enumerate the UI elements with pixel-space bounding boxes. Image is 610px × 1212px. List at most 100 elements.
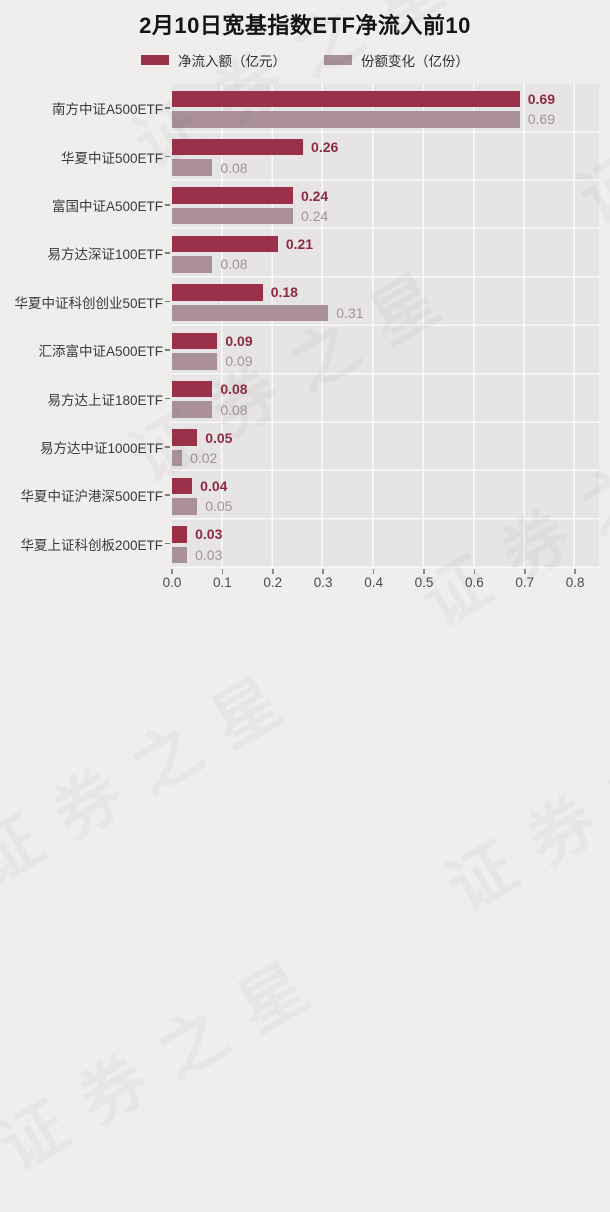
net-inflow-value-label: 0.21	[285, 235, 314, 252]
category-row: 汇添富中证A500ETF 0.09 0.09	[0, 326, 610, 374]
share-change-value-label: 0.08	[220, 401, 248, 418]
x-axis-tick-mark	[423, 569, 425, 574]
share-change-value-label: 0.24	[300, 208, 329, 225]
category-label: 华夏中证沪港深500ETF	[20, 489, 163, 505]
net-inflow-value-label: 0.04	[200, 477, 228, 494]
x-axis-tick-label: 0.0	[162, 575, 182, 590]
share-change-swatch-icon	[324, 55, 352, 65]
watermark-text: 证券之星	[0, 936, 343, 1185]
x-axis-tick-mark	[221, 569, 224, 574]
legend-label-share-change: 份额变化（亿份）	[361, 54, 469, 69]
category-label: 易方达上证180ETF	[47, 392, 163, 408]
x-axis-tick-mark	[473, 569, 476, 574]
net-inflow-bar	[172, 90, 520, 107]
legend-item-net-inflow: 净流入额（亿元）	[141, 50, 286, 70]
category-tick-mark	[165, 204, 170, 206]
share-change-bar	[172, 449, 183, 467]
category-tick-mark	[165, 349, 170, 351]
x-axis-tick-label: 0.3	[313, 575, 333, 590]
share-change-value-label: 0.08	[220, 159, 248, 176]
share-change-value-label: 0.31	[336, 304, 364, 321]
share-change-bar	[172, 353, 218, 370]
net-inflow-bar	[172, 477, 193, 495]
net-inflow-bar	[172, 187, 293, 204]
share-change-value-label: 0.09	[225, 353, 253, 370]
x-axis-tick-label: 0.1	[213, 575, 232, 590]
net-inflow-bar	[172, 235, 278, 253]
share-change-bar	[172, 256, 213, 273]
category-tick-mark	[165, 252, 170, 255]
share-change-bar	[172, 498, 198, 515]
net-inflow-value-label: 0.08	[220, 381, 248, 398]
category-tick-mark	[165, 397, 170, 400]
category-row: 易方达深证100ETF 0.21 0.08	[0, 229, 610, 277]
net-inflow-value-label: 0.03	[195, 526, 223, 543]
net-inflow-value-label: 0.09	[225, 332, 253, 349]
x-axis-tick-mark	[574, 569, 576, 574]
category-tick-mark	[165, 446, 170, 448]
category-label: 华夏中证科创创业50ETF	[14, 295, 163, 311]
x-axis-tick-mark	[322, 569, 324, 574]
category-label: 华夏上证科创板200ETF	[20, 537, 163, 553]
category-label: 南方中证A500ETF	[51, 102, 163, 118]
legend-label-net-inflow: 净流入额（亿元）	[178, 54, 286, 69]
share-change-value-label: 0.02	[190, 450, 218, 467]
page-title: 2月10日宽基指数ETF净流入前10	[139, 13, 471, 38]
watermark-text: 证券之星	[435, 677, 610, 926]
bar-rows: 南方中证A500ETF 0.69 0.69 华夏中证500ETF 0.26 0.08 富国中…	[0, 84, 610, 568]
net-inflow-bar	[172, 429, 198, 446]
plot-area	[172, 84, 599, 568]
net-inflow-bar	[172, 380, 213, 398]
net-inflow-value-label: 0.05	[205, 429, 233, 446]
category-label: 易方达深证100ETF	[47, 247, 163, 263]
share-change-bar	[172, 111, 520, 128]
share-change-value-label: 0.03	[195, 546, 223, 563]
x-axis-tick-label: 0.8	[565, 575, 585, 590]
watermark-text: 证券之星	[0, 651, 317, 900]
share-change-value-label: 0.08	[220, 256, 248, 273]
category-label: 汇添富中证A500ETF	[38, 344, 163, 360]
x-axis-tick-label: 0.7	[515, 575, 535, 590]
x-axis-tick-label: 0.4	[364, 575, 383, 590]
category-row: 华夏上证科创板200ETF 0.03 0.03	[0, 520, 610, 568]
category-tick-mark	[165, 107, 170, 109]
net-inflow-bar	[172, 526, 188, 543]
share-change-value-label: 0.05	[205, 498, 233, 515]
x-axis-tick-label: 0.5	[414, 575, 434, 590]
x-axis-tick-mark	[171, 569, 173, 574]
etf-net-inflow-chart: 2月10日宽基指数ETF净流入前10 净流入额（亿元） 份额变化（亿份） 南方中…	[0, 13, 610, 590]
share-change-value-label: 0.69	[527, 111, 555, 128]
share-change-bar	[172, 401, 213, 418]
net-inflow-bar	[172, 138, 304, 156]
category-label: 易方达中证1000ETF	[39, 440, 163, 456]
x-axis-tick-mark	[372, 569, 375, 574]
net-inflow-value-label: 0.26	[311, 139, 339, 156]
category-row: 易方达上证180ETF 0.08 0.08	[0, 374, 610, 422]
legend: 净流入额（亿元） 份额变化（亿份）	[0, 50, 610, 70]
share-change-bar	[172, 159, 213, 176]
category-row: 易方达中证1000ETF 0.05 0.02	[0, 423, 610, 471]
share-change-bar	[172, 207, 293, 225]
category-row: 南方中证A500ETF 0.69 0.69	[0, 84, 610, 132]
net-inflow-bar	[172, 284, 263, 301]
x-axis-tick-mark	[524, 569, 526, 574]
category-row: 华夏中证沪港深500ETF 0.04 0.05	[0, 471, 610, 519]
category-row: 富国中证A500ETF 0.24 0.24	[0, 181, 610, 229]
category-tick-mark	[165, 542, 170, 545]
net-inflow-swatch-icon	[141, 55, 169, 65]
category-tick-mark	[165, 300, 170, 303]
net-inflow-bar	[172, 332, 218, 349]
category-tick-mark	[165, 494, 170, 497]
category-row: 华夏中证500ETF 0.26 0.08	[0, 132, 610, 180]
share-change-bar	[172, 304, 329, 322]
net-inflow-value-label: 0.18	[270, 284, 298, 301]
net-inflow-value-label: 0.69	[527, 90, 555, 107]
x-axis-tick-mark	[272, 569, 274, 574]
x-axis-tick-label: 0.6	[465, 575, 484, 590]
share-change-bar	[172, 546, 188, 564]
net-inflow-value-label: 0.24	[300, 187, 329, 204]
legend-item-share-change: 份额变化（亿份）	[324, 50, 469, 70]
category-tick-mark	[165, 155, 170, 158]
category-label: 华夏中证500ETF	[60, 150, 163, 166]
x-axis-tick-label: 0.2	[263, 575, 283, 590]
